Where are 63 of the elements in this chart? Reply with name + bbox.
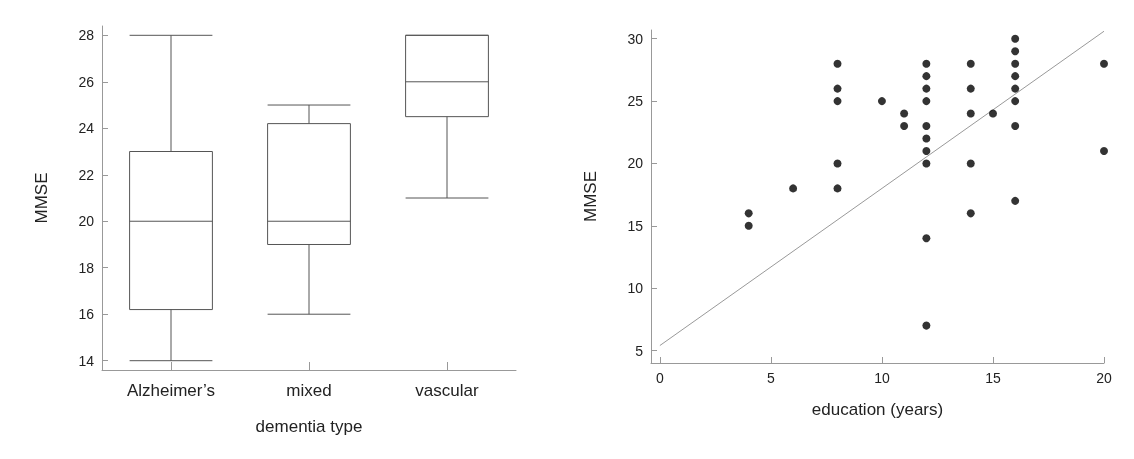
y-tick-label: 20 bbox=[78, 213, 95, 230]
point bbox=[1011, 84, 1020, 93]
x-axis-title: education (years) bbox=[811, 400, 944, 419]
point bbox=[922, 97, 931, 106]
point bbox=[833, 84, 842, 93]
y-tick-label: 22 bbox=[78, 166, 95, 183]
y-tick-label: 10 bbox=[627, 280, 644, 297]
y-tick-label: 16 bbox=[78, 306, 95, 323]
point bbox=[1011, 196, 1020, 205]
point bbox=[922, 84, 931, 93]
y-axis-title: MMSE bbox=[32, 172, 51, 224]
point bbox=[966, 209, 975, 218]
point bbox=[833, 97, 842, 106]
point bbox=[877, 97, 886, 106]
x-tick-label: 10 bbox=[874, 370, 890, 386]
point bbox=[833, 159, 842, 168]
point bbox=[1100, 146, 1108, 155]
point bbox=[966, 84, 975, 93]
point bbox=[789, 184, 798, 193]
x-tick-label: vascular bbox=[415, 381, 479, 400]
point bbox=[1011, 34, 1020, 43]
y-tick-label: 28 bbox=[78, 27, 95, 44]
point bbox=[922, 122, 931, 131]
point bbox=[966, 159, 975, 168]
x-tick-label: mixed bbox=[286, 381, 332, 400]
point bbox=[833, 184, 842, 193]
x-tick-label: 5 bbox=[767, 370, 776, 386]
point bbox=[922, 321, 931, 330]
y-tick-label: 5 bbox=[635, 342, 644, 359]
point bbox=[922, 134, 931, 143]
point bbox=[922, 59, 931, 68]
x-tick-label: 20 bbox=[1096, 370, 1112, 386]
point bbox=[922, 234, 931, 243]
point bbox=[966, 109, 975, 118]
point bbox=[988, 109, 997, 118]
y-tick-label: 18 bbox=[78, 259, 95, 276]
y-tick-label: 30 bbox=[627, 30, 644, 47]
y-tick-label: 14 bbox=[78, 352, 95, 369]
point bbox=[922, 72, 931, 81]
x-axis-title: dementia type bbox=[255, 417, 363, 436]
point bbox=[922, 159, 931, 168]
y-tick-label: 25 bbox=[627, 93, 644, 110]
point bbox=[833, 59, 842, 68]
point bbox=[1011, 47, 1020, 56]
point bbox=[1100, 59, 1108, 68]
point bbox=[900, 109, 909, 118]
point bbox=[744, 209, 753, 218]
x-tick-label: Alzheimer’s bbox=[126, 381, 216, 400]
y-tick-label: 20 bbox=[627, 155, 644, 172]
point bbox=[922, 146, 931, 155]
point bbox=[1011, 72, 1020, 81]
y-tick-label: 24 bbox=[78, 120, 95, 137]
point bbox=[744, 221, 753, 230]
y-tick-label: 15 bbox=[627, 217, 644, 234]
point bbox=[966, 59, 975, 68]
y-axis-title: MMSE bbox=[581, 171, 600, 222]
point bbox=[1011, 59, 1020, 68]
x-tick-label: 0 bbox=[655, 370, 664, 386]
point bbox=[1011, 97, 1020, 106]
point bbox=[1011, 122, 1020, 131]
y-tick-label: 26 bbox=[78, 73, 95, 90]
point bbox=[900, 122, 909, 131]
x-tick-label: 15 bbox=[985, 370, 1001, 386]
